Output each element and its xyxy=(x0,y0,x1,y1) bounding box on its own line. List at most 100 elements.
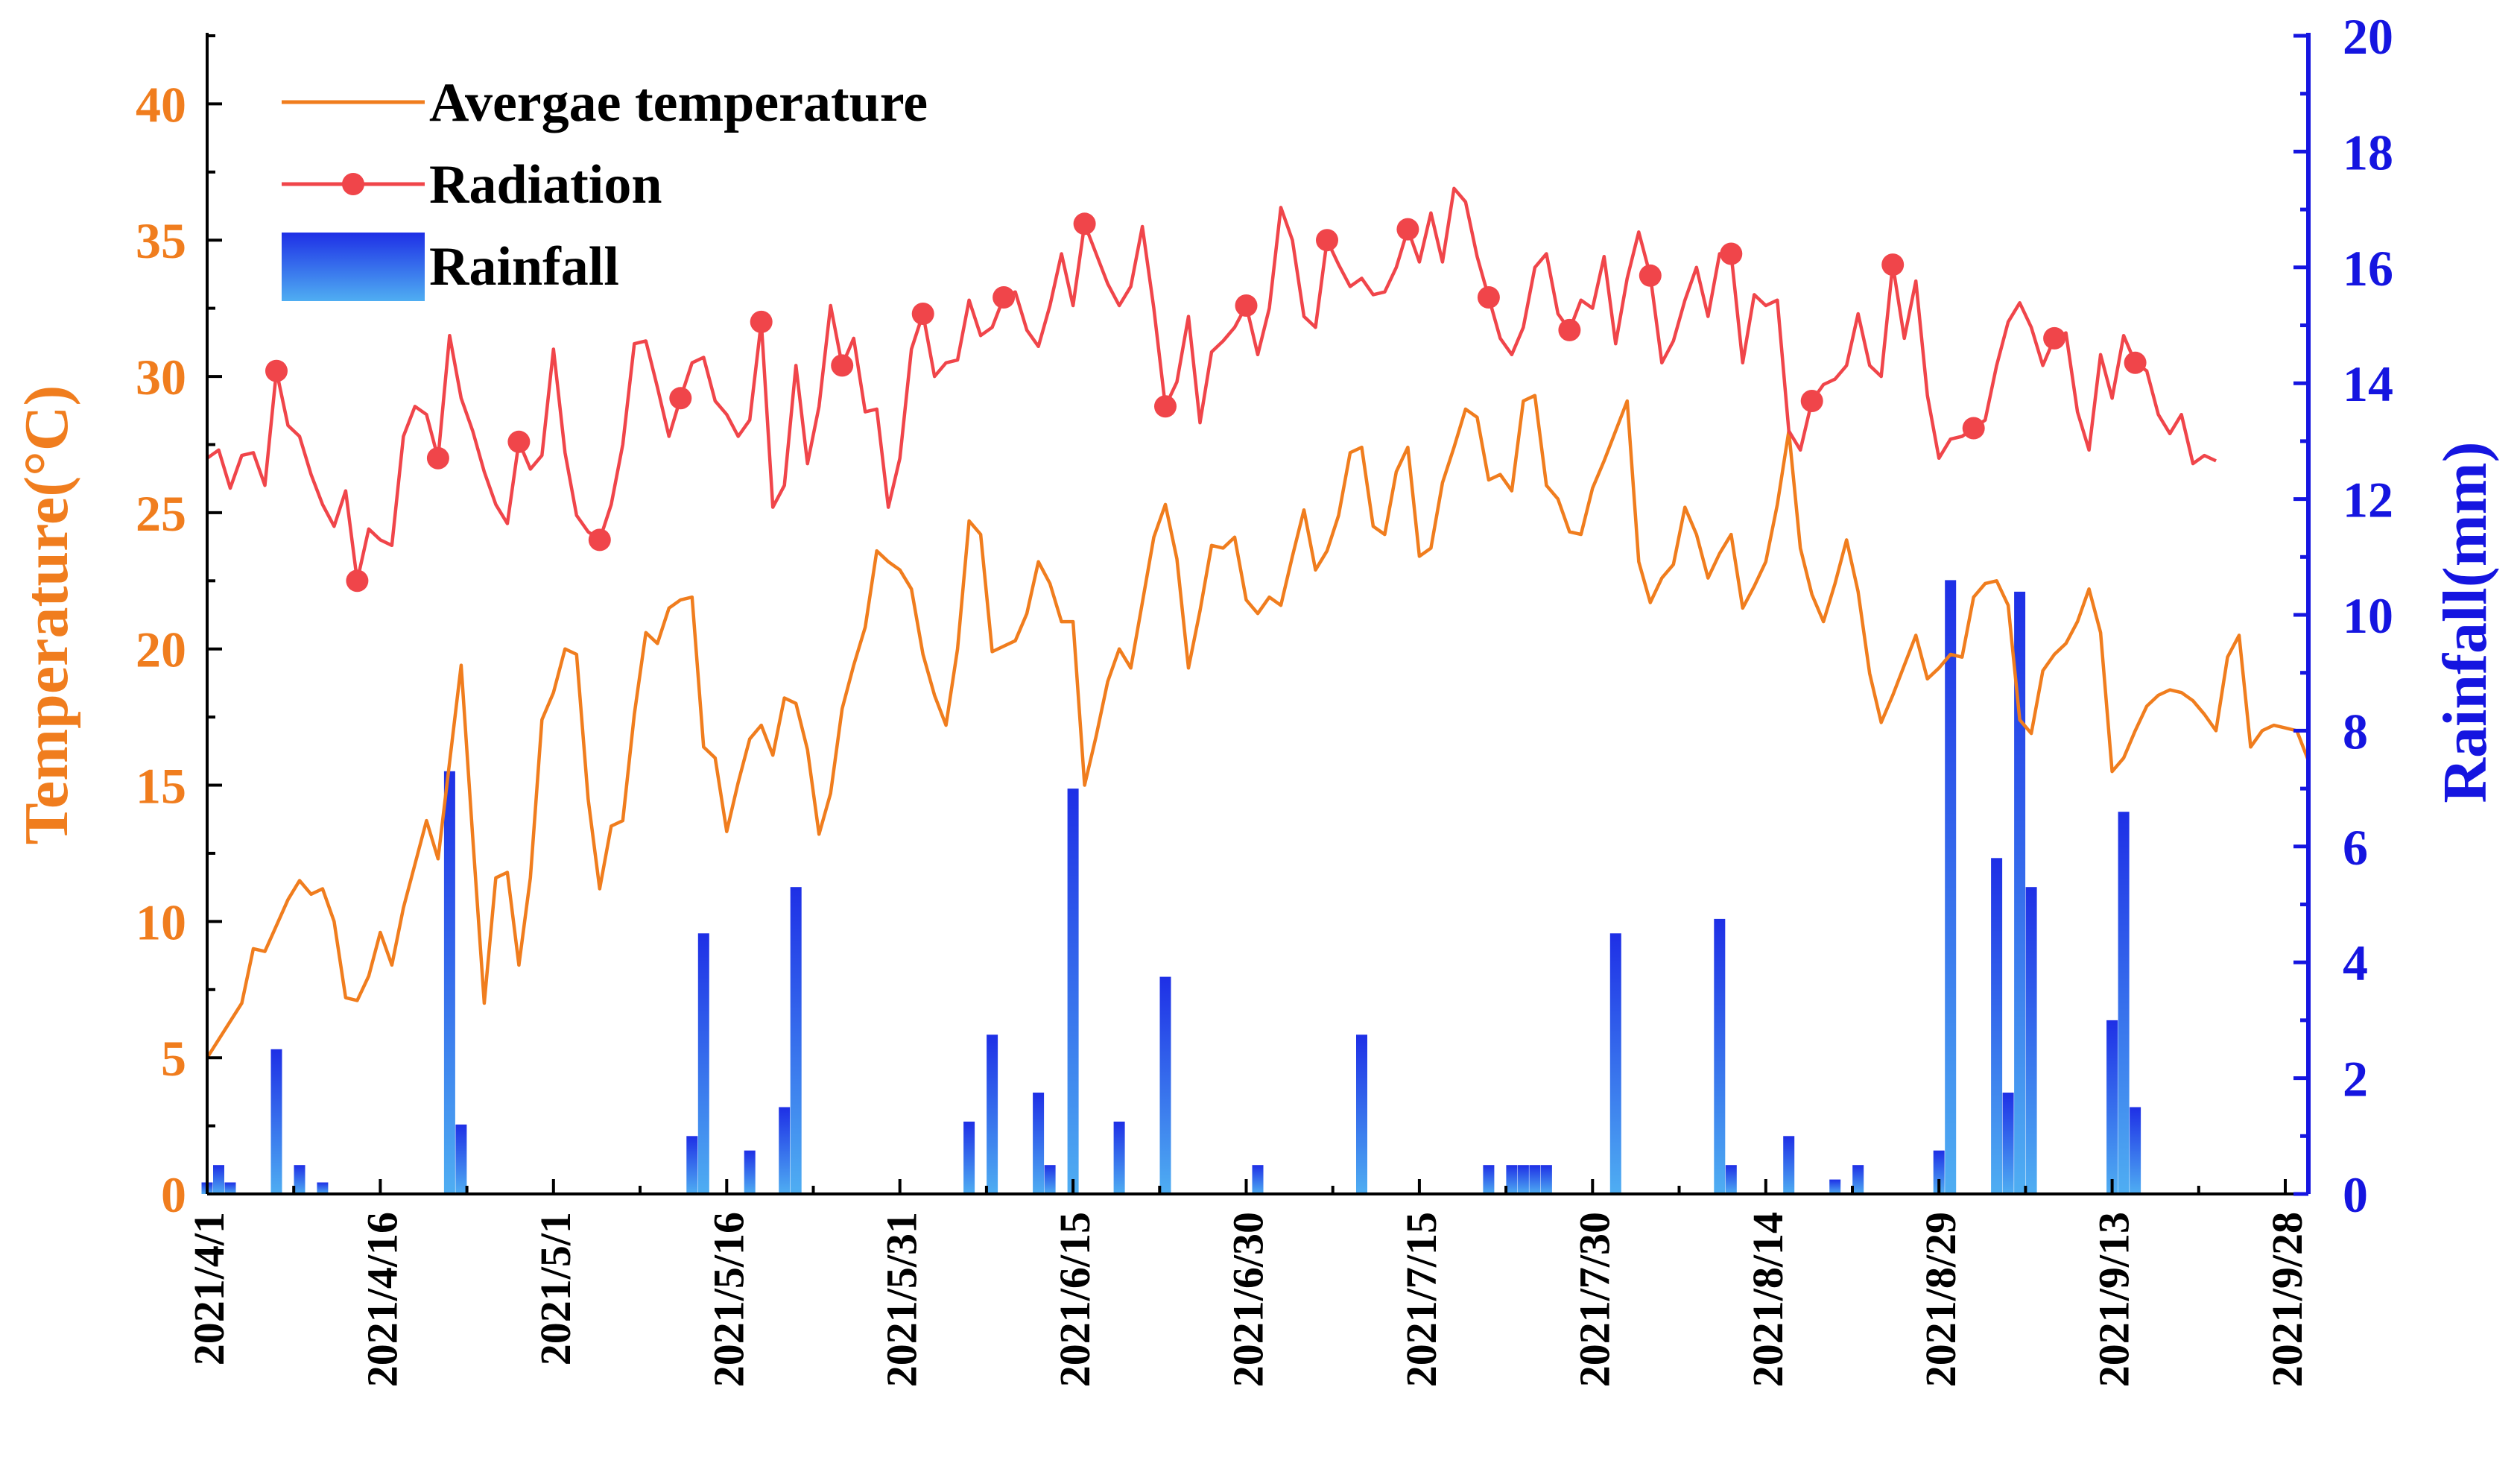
right-tick-label: 2 xyxy=(2343,1051,2368,1108)
rainfall-bar xyxy=(224,1182,236,1194)
rainfall-bar xyxy=(1609,933,1621,1194)
rainfall-bar xyxy=(697,933,709,1194)
rainfall-bar xyxy=(963,1121,975,1194)
x-tick-label: 2021/9/28 xyxy=(2263,1212,2311,1387)
rainfall-bar xyxy=(1852,1165,1864,1194)
rainfall-bar xyxy=(455,1124,467,1194)
legend-label: Radiation xyxy=(429,154,662,215)
rainfall-bar xyxy=(2025,887,2037,1194)
radiation-marker xyxy=(1639,264,1662,287)
rainfall-bar xyxy=(1483,1165,1495,1194)
radiation-marker xyxy=(1881,253,1905,277)
rainfall-bar xyxy=(779,1107,791,1194)
rainfall-bar xyxy=(1356,1034,1367,1194)
rainfall-bar xyxy=(790,887,802,1194)
rainfall-bar xyxy=(1529,1165,1541,1194)
right-tick-label: 18 xyxy=(2343,124,2393,180)
right-tick-label: 0 xyxy=(2343,1166,2368,1223)
rainfall-bar xyxy=(1113,1121,1125,1194)
radiation-line xyxy=(206,186,2217,583)
right-tick-label: 4 xyxy=(2343,935,2368,991)
rainfall-bar xyxy=(1540,1165,1552,1194)
radiation-marker xyxy=(1800,390,1823,412)
x-tick-label: 2021/5/16 xyxy=(704,1212,753,1387)
rainfall-bar xyxy=(2002,1093,2014,1194)
x-tick-label: 2021/7/30 xyxy=(1570,1212,1618,1387)
right-tick-label: 16 xyxy=(2343,240,2393,297)
temperature-line xyxy=(206,394,2311,1059)
right-tick-label: 10 xyxy=(2343,587,2393,644)
left-tick-label: 40 xyxy=(136,76,186,133)
rainfall-bar xyxy=(1506,1165,1518,1194)
right-axis: 0 2 4 6 8 10 12 14 16 18 20 Rainfall(mm) xyxy=(2293,8,2500,1223)
legend-label: Avergae temperature xyxy=(429,72,928,133)
rainfall-bar xyxy=(443,771,455,1194)
rainfall-bar xyxy=(1517,1165,1529,1194)
right-axis-title: Rainfall(mm) xyxy=(2431,441,2500,803)
left-tick-label: 20 xyxy=(136,622,186,678)
x-tick-label: 2021/5/31 xyxy=(878,1212,926,1387)
rainfall-bar xyxy=(2106,1020,2118,1194)
right-tick-label: 20 xyxy=(2343,8,2393,65)
legend-rainfall-swatch xyxy=(282,233,425,301)
right-tick-label: 14 xyxy=(2343,356,2393,412)
rainfall-bar xyxy=(744,1150,756,1194)
legend-radiation-marker xyxy=(342,173,364,195)
line-series xyxy=(206,186,2311,1059)
radiation-marker xyxy=(1558,318,1581,341)
x-tick-label: 2021/8/14 xyxy=(1744,1212,1792,1387)
radiation-marker xyxy=(265,359,288,382)
legend-label: Rainfall xyxy=(429,236,619,297)
left-axis: 0 5 10 15 20 25 30 35 40 Temperature(°C) xyxy=(12,34,222,1223)
x-tick-label: 2021/8/29 xyxy=(1916,1212,1965,1387)
rainfall-bar xyxy=(2118,812,2130,1194)
rainfall-bar xyxy=(2014,591,2026,1194)
left-tick-label: 25 xyxy=(136,485,186,542)
x-tick-label: 2021/5/1 xyxy=(531,1212,580,1365)
rainfall-bar xyxy=(1991,858,2003,1194)
rainfall-bar xyxy=(1933,1150,1945,1194)
rainfall-bar xyxy=(686,1136,698,1194)
x-tick-label: 2021/6/30 xyxy=(1224,1212,1273,1387)
rainfall-bar xyxy=(1033,1093,1045,1194)
legend: Avergae temperature Radiation Rainfall xyxy=(282,72,928,301)
radiation-marker xyxy=(588,528,611,552)
x-tick-label: 2021/4/16 xyxy=(358,1212,406,1387)
x-tick-label: 2021/4/1 xyxy=(185,1212,233,1365)
rainfall-bar xyxy=(1159,976,1171,1194)
radiation-marker xyxy=(2124,351,2147,374)
radiation-marker xyxy=(507,430,531,453)
x-tick-label: 2021/9/13 xyxy=(2090,1212,2138,1387)
left-axis-title: Temperature(°C) xyxy=(12,385,81,845)
rainfall-bar xyxy=(1945,580,1957,1194)
radiation-marker xyxy=(911,303,934,325)
rainfall-bar xyxy=(2130,1107,2141,1194)
rainfall-bar xyxy=(270,1049,282,1195)
radiation-marker xyxy=(669,387,692,410)
radiation-marker xyxy=(1962,417,1985,440)
rainfall-bar xyxy=(1725,1165,1737,1194)
rainfall-bar xyxy=(213,1165,224,1194)
radiation-marker xyxy=(993,286,1016,309)
radiation-marker xyxy=(426,446,449,470)
rainfall-bar xyxy=(1252,1165,1264,1194)
rainfall-bar xyxy=(1067,789,1079,1194)
left-tick-label: 10 xyxy=(136,894,186,950)
radiation-marker xyxy=(346,569,369,593)
radiation-marker xyxy=(1235,294,1258,317)
left-tick-label: 0 xyxy=(161,1166,186,1223)
right-tick-label: 6 xyxy=(2343,819,2368,876)
rainfall-bar xyxy=(317,1182,329,1194)
rainfall-bar xyxy=(1783,1136,1795,1194)
rainfall-bar xyxy=(294,1165,305,1194)
radiation-marker xyxy=(1720,242,1743,265)
x-tick-label: 2021/6/15 xyxy=(1051,1212,1099,1387)
right-tick-label: 8 xyxy=(2343,703,2368,759)
rainfall-bar xyxy=(1044,1165,1056,1194)
rainfall-bars xyxy=(201,580,2141,1195)
left-tick-label: 30 xyxy=(136,349,186,405)
radiation-marker xyxy=(831,354,854,377)
radiation-marker xyxy=(2043,326,2066,350)
left-tick-label: 15 xyxy=(136,758,186,815)
rainfall-bar xyxy=(1829,1179,1841,1194)
